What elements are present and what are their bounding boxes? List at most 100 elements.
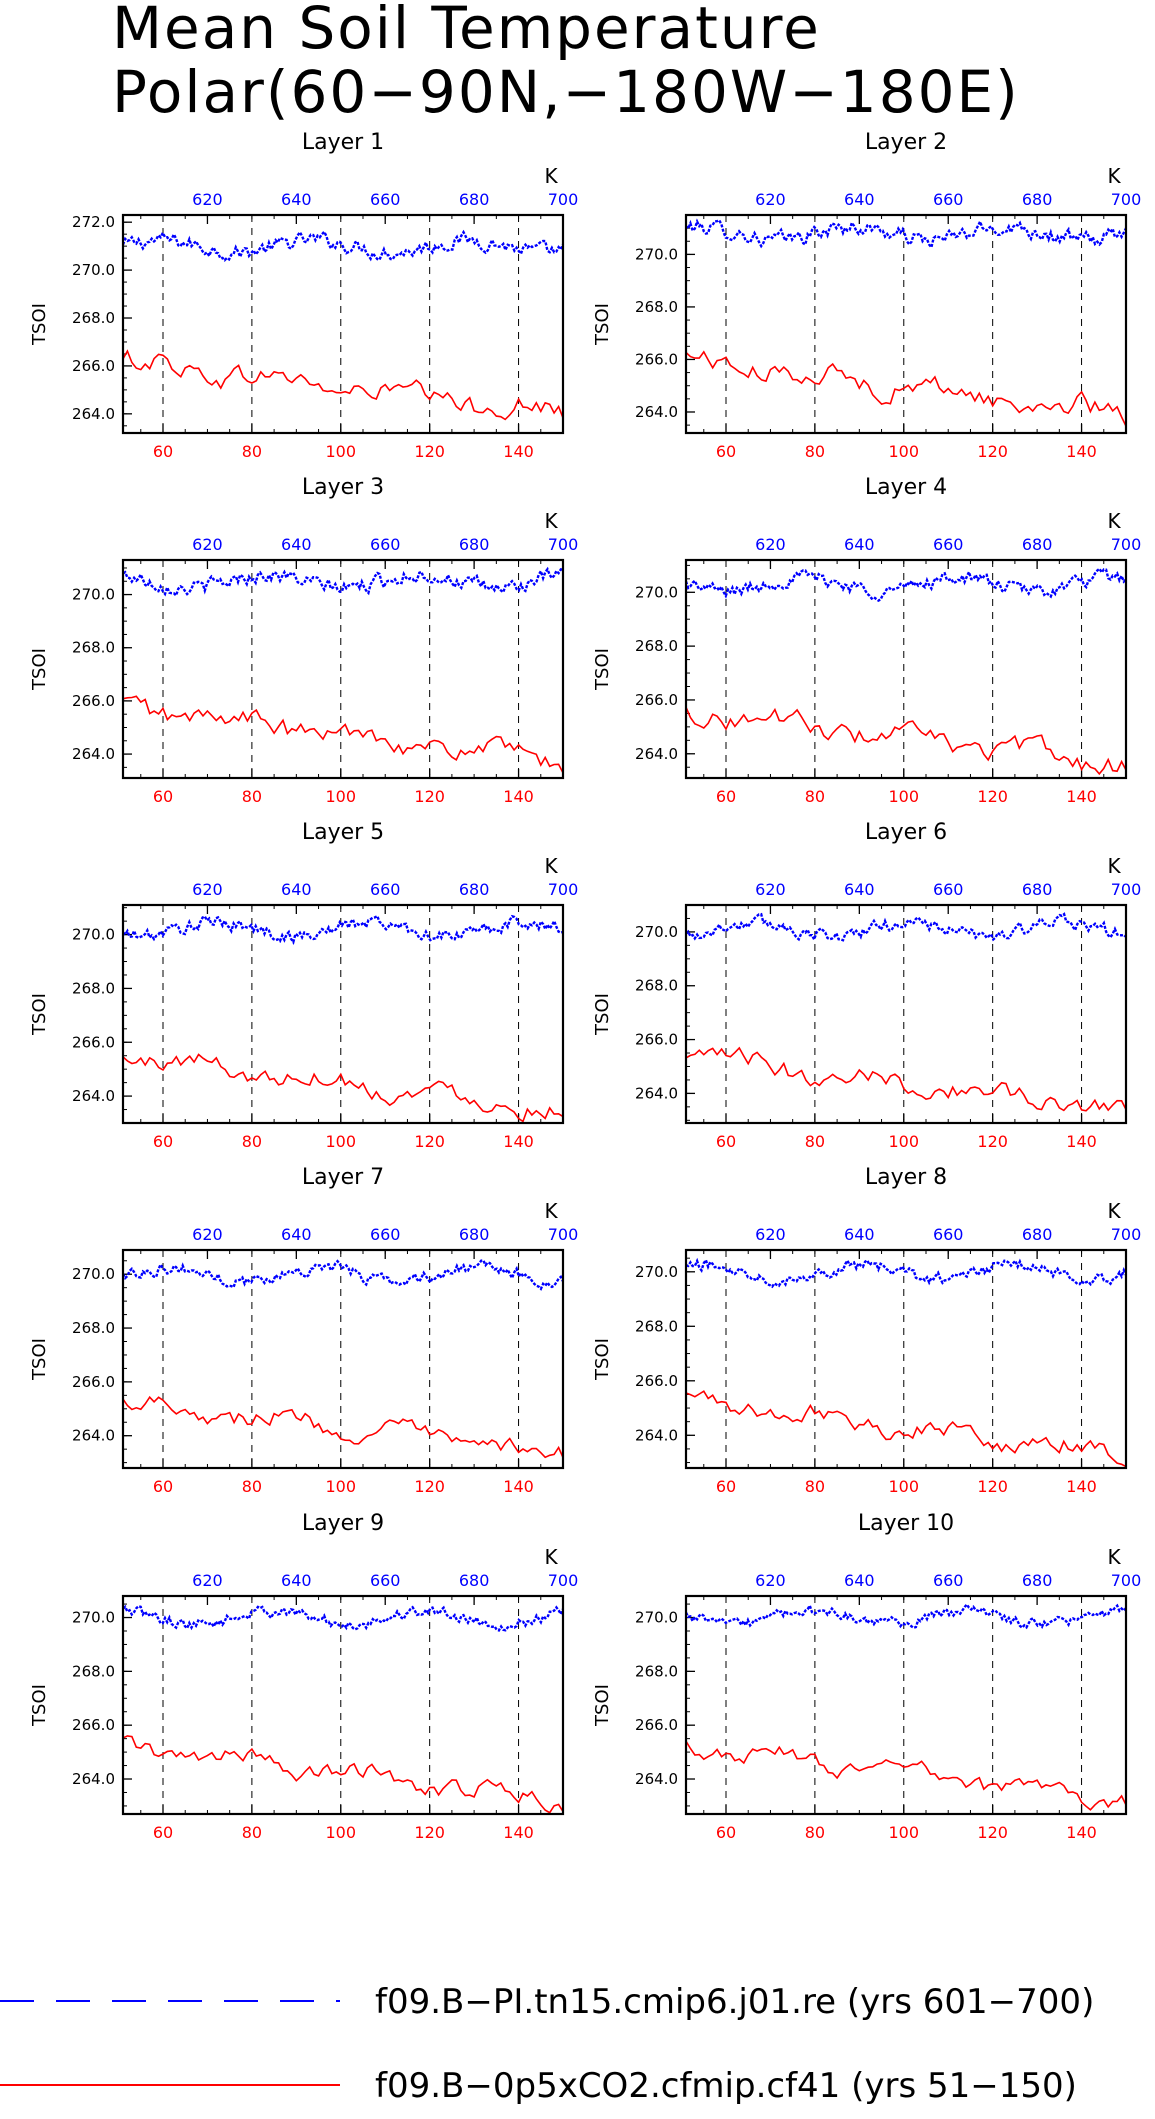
top-axis-unit: K [1107,1545,1121,1569]
tick-label-bottom: 80 [242,1132,262,1151]
tick-label-bottom: 60 [716,1132,736,1151]
tick-label-top: 700 [1111,1571,1142,1590]
tick-label-left: 268.0 [635,1662,678,1680]
tick-label-top: 660 [933,1225,964,1244]
series-line-blue [122,1604,565,1632]
tick-label-top: 640 [281,190,312,209]
series-line-blue [684,567,1127,602]
tick-label-left: 264.0 [635,1084,678,1102]
tick-label-top: 620 [192,535,223,554]
y-axis-label: TSOI [592,648,613,691]
tick-label-top: 700 [1111,1225,1142,1244]
y-axis-label: TSOI [29,648,50,691]
tick-label-bottom: 100 [326,1823,357,1842]
panel-title: Layer 6 [865,820,947,845]
tick-label-bottom: 60 [153,787,173,806]
series-line-red [122,349,564,421]
tick-label-bottom: 80 [805,442,825,461]
top-axis-unit: K [1107,509,1121,533]
tick-label-bottom: 120 [414,787,445,806]
tick-label-top: 660 [370,880,401,899]
series-line-red [122,1395,564,1459]
tick-label-left: 266.0 [635,1372,678,1390]
tick-label-left: 266.0 [72,1033,115,1051]
legend: f09.B−PI.tn15.cmip6.j01.re (yrs 601−700)… [0,1982,1094,2106]
top-axis-unit: K [1107,1199,1121,1223]
tick-label-top: 660 [370,535,401,554]
tick-label-top: 700 [1111,190,1142,209]
tick-label-top: 700 [1111,880,1142,899]
tick-label-top: 700 [1111,535,1142,554]
tick-label-top: 660 [933,880,964,899]
tick-label-top: 700 [548,1571,579,1590]
tick-label-bottom: 60 [153,1823,173,1842]
tick-label-bottom: 140 [1066,1132,1097,1151]
plot-frame [684,903,1128,1125]
tick-label-bottom: 60 [716,787,736,806]
panel-layer-8: Layer 8 60 80 100 120 140 620 640 660 680 700 264.0… [592,1165,1141,1496]
panel-title: Layer 3 [302,475,384,500]
y-axis-label: TSOI [592,1684,613,1727]
tick-label-top: 700 [548,1225,579,1244]
tick-label-left: 266.0 [635,350,678,368]
tick-label-top: 640 [844,1225,875,1244]
tick-label-left: 272.0 [72,213,115,231]
tick-label-left: 264.0 [635,1426,678,1444]
y-axis-label: TSOI [592,1338,613,1381]
tick-label-left: 264.0 [635,1770,678,1788]
series-line-blue [685,912,1127,943]
series-line-blue [121,1259,565,1291]
tick-label-bottom: 140 [503,442,534,461]
top-axis-unit: K [544,1545,558,1569]
tick-label-top: 640 [844,535,875,554]
tick-label-left: 268.0 [635,977,678,995]
tick-label-bottom: 60 [716,1823,736,1842]
tick-label-bottom: 100 [326,787,357,806]
tick-label-bottom: 80 [805,787,825,806]
tick-label-left: 270.0 [72,1609,115,1627]
tick-label-left: 264.0 [635,403,678,421]
plot-frame [684,213,1128,435]
tick-label-bottom: 100 [889,787,920,806]
tick-label-top: 700 [548,535,579,554]
tick-label-top: 640 [281,1571,312,1590]
tick-label-top: 700 [548,190,579,209]
series-line-red [685,1046,1127,1112]
tick-label-top: 620 [755,880,786,899]
panel-title: Layer 8 [865,1165,947,1190]
figure-title-line-2: Polar(60−90N,−180W−180E) [112,58,1020,126]
top-axis-unit: K [544,164,558,188]
plot-frame [684,1594,1128,1816]
tick-label-top: 640 [281,1225,312,1244]
figure-title-line-1: Mean Soil Temperature [112,0,821,62]
tick-label-bottom: 100 [889,1132,920,1151]
top-axis-unit: K [544,854,558,878]
panel-layer-1: Layer 1 60 80 100 120 140 620 640 660 680 700 264.0… [29,130,578,461]
tick-label-left: 266.0 [635,1031,678,1049]
series-line-red [685,350,1127,427]
series-line-red [122,1735,564,1814]
tick-label-top: 620 [192,1225,223,1244]
tick-label-bottom: 80 [242,787,262,806]
tick-label-left: 266.0 [72,1373,115,1391]
tick-label-top: 680 [1022,190,1053,209]
tick-label-top: 620 [755,535,786,554]
panel-layer-4: Layer 4 60 80 100 120 140 620 640 660 680 700 264.0… [592,475,1141,806]
tick-label-left: 270.0 [635,1263,678,1281]
tick-label-bottom: 140 [503,1477,534,1496]
tick-label-left: 268.0 [635,637,678,655]
series-line-red [122,695,564,774]
tick-label-left: 270.0 [72,1265,115,1283]
y-axis-label: TSOI [29,303,50,346]
tick-label-left: 270.0 [635,245,678,263]
tick-label-left: 264.0 [635,745,678,763]
plot-frame [121,1594,565,1816]
plot-frame [684,1248,1128,1470]
tick-label-left: 270.0 [635,583,678,601]
tick-label-left: 264.0 [72,1087,115,1105]
top-axis-unit: K [544,1199,558,1223]
tick-label-bottom: 140 [503,1132,534,1151]
tick-label-top: 620 [755,1571,786,1590]
tick-label-bottom: 140 [503,1823,534,1842]
tick-label-left: 264.0 [72,405,115,423]
